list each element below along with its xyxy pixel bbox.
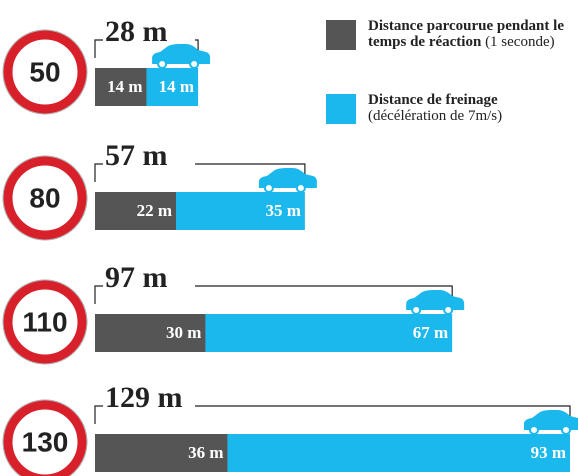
car-wheel (263, 183, 274, 193)
value-label: 14 m (159, 77, 194, 96)
speed-label: 80 (29, 182, 60, 213)
speed-sign-border (2, 29, 88, 115)
car-icon (524, 410, 578, 430)
legend-label: Distance de freinage (368, 92, 498, 108)
speed-sign-border (2, 279, 88, 365)
legend-swatch (326, 94, 356, 124)
value-label: 30 m (166, 323, 201, 342)
speed-sign (3, 400, 87, 476)
speed-label: 50 (29, 56, 60, 87)
car-wheel (561, 425, 571, 435)
legend-note: (décélération de 7m/s) (368, 108, 503, 124)
car-wheel (189, 59, 200, 69)
car-wheel (411, 305, 422, 315)
value-label: 14 m (107, 77, 142, 96)
bar-segment (205, 314, 453, 352)
legend-item: Distance de freinage (décélération de 7m/… (326, 92, 578, 124)
speed-sign-border (2, 155, 88, 241)
car-wheel (443, 305, 454, 315)
total-label: 97 m (105, 261, 168, 294)
car-icon (258, 168, 317, 188)
speed-sign (3, 280, 87, 364)
bar-segment (95, 434, 228, 472)
speed-label: 110 (22, 306, 67, 337)
bar-segment (227, 434, 570, 472)
bar-segment (95, 192, 177, 230)
bar-segment (95, 314, 206, 352)
value-label: 93 m (531, 443, 566, 462)
legend-swatch (326, 20, 356, 50)
legend-item: Distance parcourue pendant le temps de r… (326, 18, 578, 50)
legend-label: Distance parcourue pendant le temps de r… (368, 18, 564, 50)
total-label: 28 m (105, 15, 168, 48)
value-label: 36 m (188, 443, 223, 462)
value-label: 35 m (265, 201, 300, 220)
legend-note: (1 seconde) (485, 34, 555, 50)
value-label: 67 m (413, 323, 448, 342)
speed-sign (3, 156, 87, 240)
speed-sign (3, 30, 87, 114)
value-label: 22 m (137, 201, 172, 220)
speed-label: 130 (22, 426, 69, 457)
car-wheel (529, 425, 539, 435)
car-wheel (295, 183, 306, 193)
total-label: 129 m (105, 381, 183, 414)
bar-segment (95, 68, 147, 106)
total-label: 57 m (105, 139, 168, 172)
bar-segment (146, 68, 199, 106)
car-icon (406, 290, 465, 310)
car-icon (152, 44, 211, 64)
bar-segment (176, 192, 305, 230)
car-wheel (157, 59, 168, 69)
speed-sign-border (2, 399, 88, 476)
